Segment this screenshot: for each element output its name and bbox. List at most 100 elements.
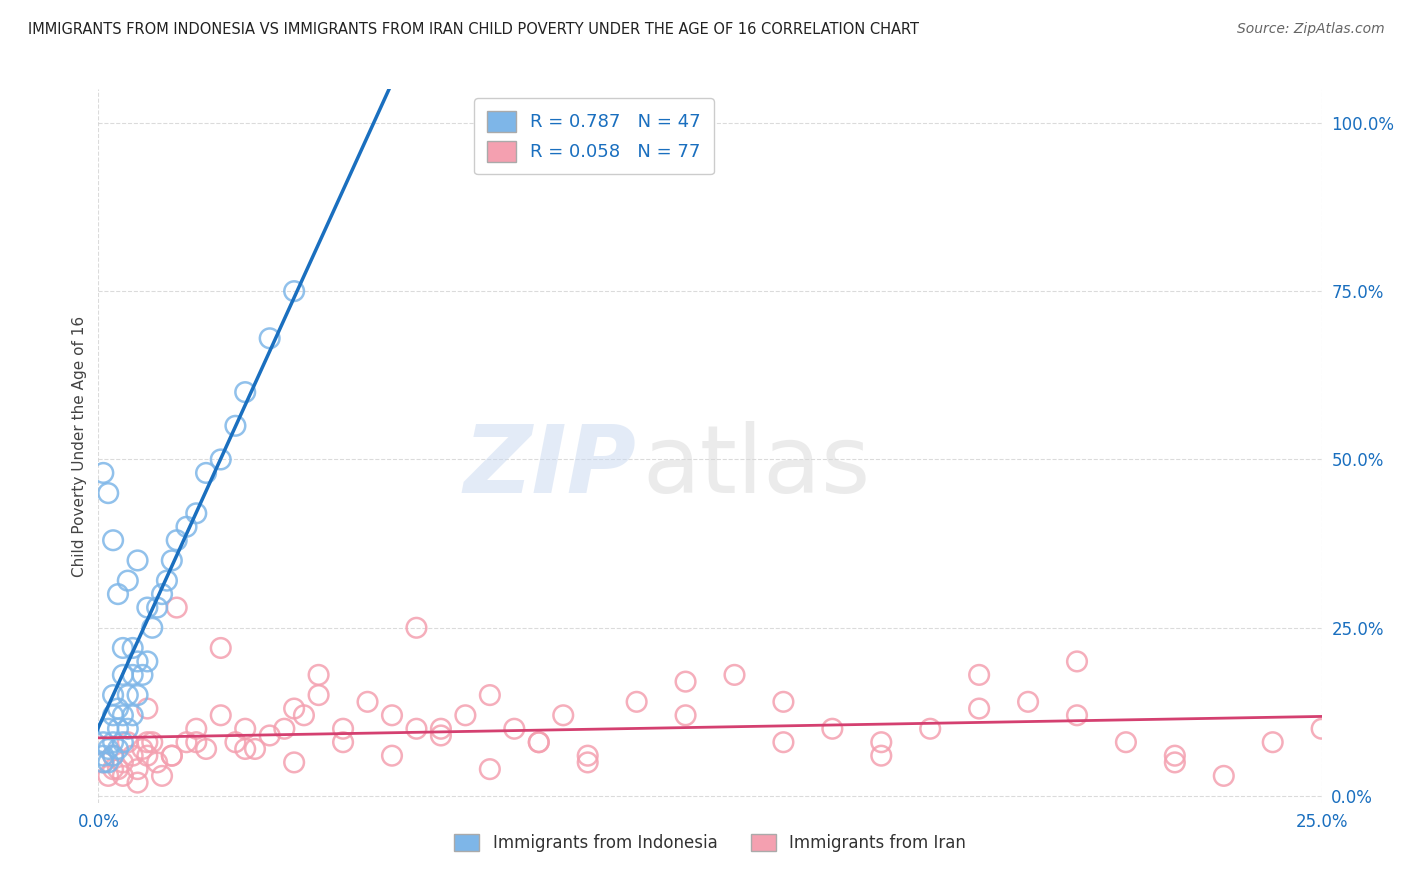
Point xyxy=(186,506,208,520)
Point xyxy=(136,655,159,669)
Point xyxy=(405,722,427,736)
Point xyxy=(127,775,149,789)
Point xyxy=(503,722,526,736)
Point xyxy=(186,735,208,749)
Point xyxy=(146,600,169,615)
Point xyxy=(233,385,256,400)
Point xyxy=(1115,735,1137,749)
Point xyxy=(176,735,198,749)
Point xyxy=(870,735,893,749)
Point xyxy=(176,520,198,534)
Point xyxy=(1164,748,1187,763)
Point xyxy=(967,701,990,715)
Point xyxy=(111,735,134,749)
Point xyxy=(107,701,129,715)
Point xyxy=(332,722,354,736)
Point xyxy=(150,587,173,601)
Point xyxy=(127,762,149,776)
Point xyxy=(166,600,188,615)
Point xyxy=(478,762,501,776)
Point xyxy=(233,722,256,736)
Point xyxy=(97,769,120,783)
Point xyxy=(136,748,159,763)
Point xyxy=(1066,655,1088,669)
Point xyxy=(967,668,990,682)
Point xyxy=(920,722,942,736)
Point xyxy=(186,722,208,736)
Point xyxy=(1066,708,1088,723)
Point xyxy=(675,708,697,723)
Point xyxy=(117,735,139,749)
Point xyxy=(576,748,599,763)
Point xyxy=(1261,735,1284,749)
Point xyxy=(91,735,114,749)
Text: IMMIGRANTS FROM INDONESIA VS IMMIGRANTS FROM IRAN CHILD POVERTY UNDER THE AGE OF: IMMIGRANTS FROM INDONESIA VS IMMIGRANTS … xyxy=(28,22,920,37)
Point xyxy=(121,748,143,763)
Point xyxy=(870,748,893,763)
Point xyxy=(111,640,134,655)
Point xyxy=(1164,756,1187,770)
Point xyxy=(308,688,330,702)
Point xyxy=(131,668,153,682)
Point xyxy=(1310,722,1333,736)
Point xyxy=(675,674,697,689)
Point xyxy=(430,729,453,743)
Point xyxy=(111,708,134,723)
Point xyxy=(127,688,149,702)
Point xyxy=(141,735,163,749)
Point xyxy=(273,722,295,736)
Point xyxy=(233,742,256,756)
Point xyxy=(136,735,159,749)
Point xyxy=(209,640,232,655)
Point xyxy=(101,748,124,763)
Point xyxy=(150,769,173,783)
Point xyxy=(97,756,120,770)
Point xyxy=(308,668,330,682)
Point xyxy=(430,722,453,736)
Point xyxy=(131,742,153,756)
Point xyxy=(160,553,183,567)
Point xyxy=(576,756,599,770)
Point xyxy=(107,742,129,756)
Point xyxy=(243,742,266,756)
Point xyxy=(209,708,232,723)
Point xyxy=(195,742,218,756)
Point xyxy=(97,742,120,756)
Point xyxy=(332,735,354,749)
Point xyxy=(156,574,179,588)
Point xyxy=(111,769,134,783)
Point xyxy=(209,452,232,467)
Point xyxy=(101,735,124,749)
Point xyxy=(821,722,844,736)
Point xyxy=(136,600,159,615)
Point xyxy=(101,708,124,723)
Point xyxy=(117,574,139,588)
Point xyxy=(160,748,183,763)
Legend: Immigrants from Indonesia, Immigrants from Iran: Immigrants from Indonesia, Immigrants fr… xyxy=(447,827,973,859)
Point xyxy=(772,695,794,709)
Point xyxy=(121,668,143,682)
Point xyxy=(224,735,246,749)
Point xyxy=(772,735,794,749)
Point xyxy=(121,708,143,723)
Point xyxy=(127,655,149,669)
Point xyxy=(97,722,120,736)
Point xyxy=(146,756,169,770)
Point xyxy=(553,708,575,723)
Point xyxy=(117,688,139,702)
Point xyxy=(195,466,218,480)
Point xyxy=(527,735,550,749)
Point xyxy=(723,668,745,682)
Point xyxy=(224,418,246,433)
Point xyxy=(121,640,143,655)
Point xyxy=(101,533,124,548)
Point xyxy=(117,722,139,736)
Text: atlas: atlas xyxy=(643,421,870,514)
Text: ZIP: ZIP xyxy=(464,421,637,514)
Point xyxy=(259,729,281,743)
Point xyxy=(107,587,129,601)
Point xyxy=(107,762,129,776)
Point xyxy=(91,466,114,480)
Point xyxy=(136,701,159,715)
Point xyxy=(356,695,378,709)
